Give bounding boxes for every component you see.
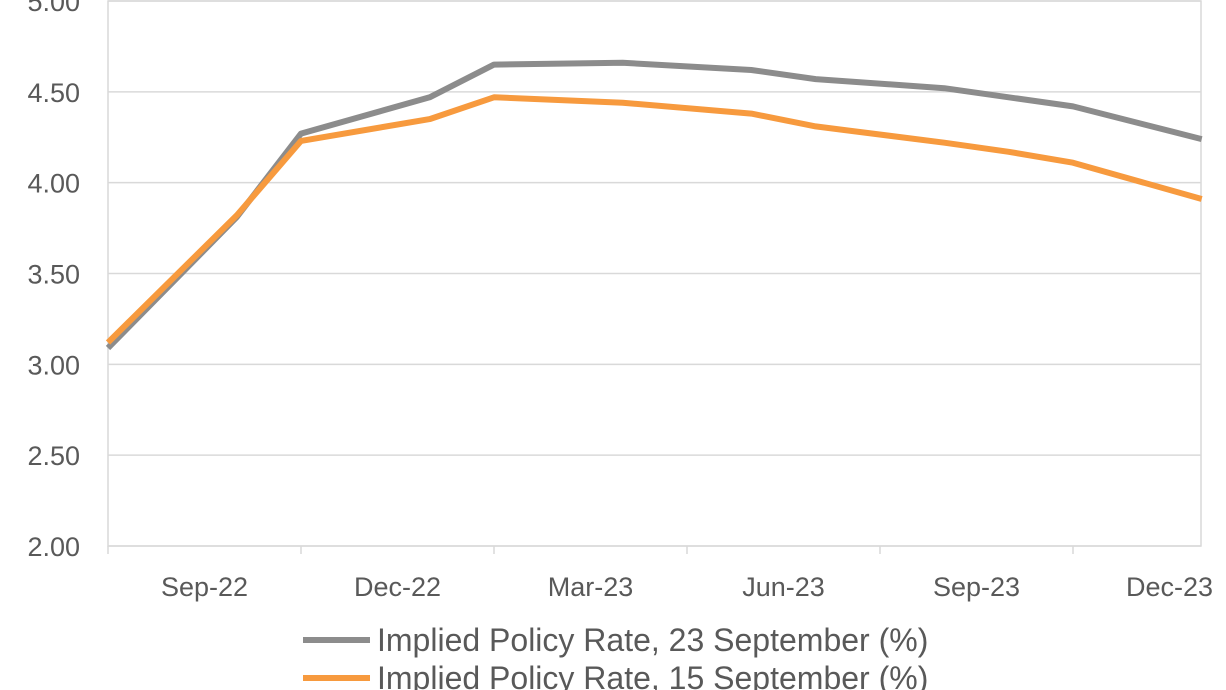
x-tick-label: Jun-23 — [742, 572, 825, 602]
gridlines — [108, 0, 1201, 547]
y-tick-label: 4.50 — [27, 78, 80, 108]
y-tick-label: 5.00 — [27, 0, 80, 17]
legend-label: Implied Policy Rate, 15 September (%) — [377, 660, 928, 690]
series-line-2 — [105, 94, 1203, 345]
x-tick-label: Sep-22 — [161, 572, 248, 602]
x-tick-label: Dec-23 — [1126, 572, 1213, 602]
y-tick-label: 3.00 — [27, 350, 80, 380]
y-axis-tick-labels: 2.00 2.50 3.00 3.50 4.00 4.50 5.00 — [27, 0, 80, 562]
y-tick-label: 2.50 — [27, 441, 80, 471]
x-tick-label: Mar-23 — [548, 572, 634, 602]
y-tick-label: 3.50 — [27, 260, 80, 290]
legend-label: Implied Policy Rate, 23 September (%) — [377, 622, 928, 658]
series-lines — [105, 59, 1203, 351]
x-tick-label: Sep-23 — [933, 572, 1020, 602]
x-axis-tick-labels: Sep-22 Dec-22 Mar-23 Jun-23 Sep-23 Dec-23 — [107, 546, 1213, 602]
y-tick-label: 2.00 — [27, 532, 80, 562]
legend: Implied Policy Rate, 23 September (%)Imp… — [303, 622, 928, 690]
series-line-1 — [105, 59, 1203, 351]
x-tick-label: Dec-22 — [354, 572, 441, 602]
y-tick-label: 4.00 — [27, 169, 80, 199]
